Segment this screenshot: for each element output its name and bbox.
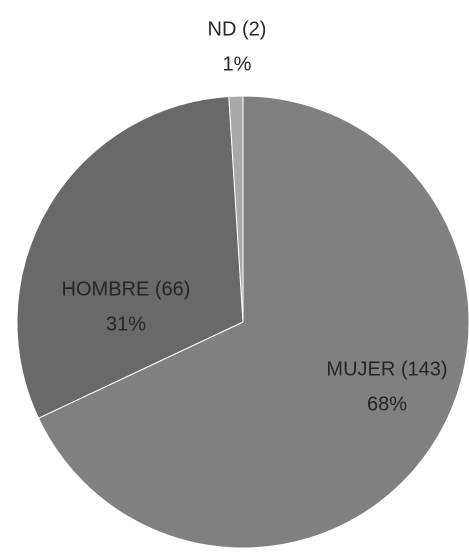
slice-label: MUJER (143) (326, 358, 447, 380)
slice-label: ND (2) (208, 18, 267, 40)
pie-slice (228, 95, 244, 323)
pie-slice (16, 95, 244, 419)
pie-slice (37, 95, 469, 549)
slice-value-label: 1% (223, 53, 252, 75)
slice-value-label: 68% (367, 393, 407, 415)
slice-value-label: 31% (106, 313, 146, 335)
slice-label: HOMBRE (66) (62, 278, 191, 300)
